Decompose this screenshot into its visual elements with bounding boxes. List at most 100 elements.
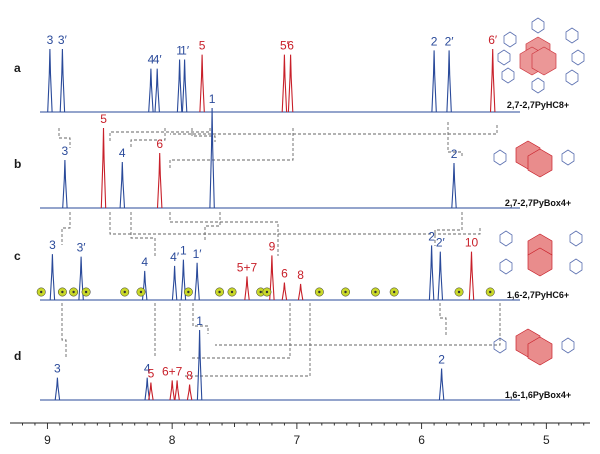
peak-c-5: [194, 262, 200, 301]
peak-label: 2: [428, 229, 435, 243]
peak-d-7: [438, 368, 445, 401]
pyridinium-ring-icon: [561, 149, 575, 166]
peak-a-1: [59, 48, 66, 113]
peak-label: 6: [281, 267, 288, 281]
pyridinium-ring-icon: [499, 230, 513, 247]
pyridinium-ring-icon: [565, 27, 579, 44]
peak-label: 6: [287, 39, 294, 53]
peak-b-5: [451, 162, 457, 209]
connector-a-b-2: [447, 122, 463, 158]
peak-label: 5: [148, 367, 155, 381]
peak-c-11: [437, 251, 444, 301]
connector-a-b-5: [109, 128, 211, 142]
impurity-marker-dot: [72, 290, 75, 294]
impurity-marker-dot: [123, 290, 126, 294]
peak-label: 6′: [488, 33, 498, 47]
peak-c-10: [428, 245, 435, 301]
peak-label: 5: [100, 112, 107, 126]
connector-c-d-1: [192, 303, 209, 334]
peak-a-2: [148, 68, 154, 113]
connector-c-d-9: [190, 303, 291, 359]
impurity-marker-dot: [392, 290, 396, 294]
peak-c-1: [78, 256, 84, 301]
spectrum-c: c 3 3′ 4 4′ 1 1′ 5+7 96 8 2 2′ 10 1,6-2,7PyHC6+: [14, 229, 569, 301]
peak-label: 6: [156, 137, 163, 151]
peak-label: 3: [49, 238, 56, 252]
compound-name: 1,6-1,6PyBox4+: [505, 390, 571, 400]
peak-label: 4: [119, 146, 126, 160]
peak-d-4: [174, 380, 180, 401]
peak-label: 4: [144, 362, 151, 376]
peak-a-0: [47, 48, 53, 113]
compound-name: 2,7-2,7PyHC8+: [507, 100, 569, 110]
peak-a-9: [431, 50, 437, 113]
peak-a-4: [176, 59, 183, 113]
hexabenzocoronene-core-icon: [527, 336, 553, 366]
peak-c-7: [269, 255, 275, 301]
pyridinium-ring-icon: [531, 17, 545, 34]
pyridinium-ring-icon: [493, 337, 507, 354]
pyridinium-ring-icon: [497, 49, 511, 66]
peak-label: 5+7: [237, 260, 258, 274]
peak-c-2: [141, 270, 148, 301]
x-tick-label: 5: [543, 433, 550, 447]
connector-b-c-5: [109, 212, 481, 235]
impurity-marker-dot: [139, 290, 143, 294]
pyridinium-ring-icon: [561, 337, 575, 354]
peak-label: 3: [54, 362, 61, 376]
pyridinium-ring-icon: [499, 258, 513, 275]
x-tick-label: 8: [169, 433, 176, 447]
connector-c-d-3: [61, 303, 67, 358]
peak-b-2: [119, 161, 126, 209]
pyridinium-ring-icon: [503, 31, 517, 48]
connector-c-d-10: [215, 303, 501, 346]
peak-label: 8: [297, 268, 304, 282]
spectra-layer: a3 3′44′11′ 5 5′6 2 2′ 6′2,7-2,7PyHC8+b3546122…: [14, 33, 571, 401]
impurity-marker-dot: [374, 290, 377, 294]
peak-c-12: [468, 251, 475, 301]
impurity-marker-dot: [218, 290, 221, 294]
x-axis: 9 8 7 6 5: [10, 422, 590, 447]
peak-a-10: [446, 50, 452, 113]
x-tick-label: 7: [294, 433, 301, 447]
compound-name: 2,7-2,7PyBox4+: [505, 198, 571, 208]
structure-a: [497, 17, 585, 94]
impurity-marker-dot: [457, 290, 461, 294]
connector-a-b-6p: [170, 125, 498, 135]
x-axis-ticks: 9 8 7 6 5: [22, 423, 585, 447]
peak-c-0: [49, 254, 56, 301]
peak-label: 1: [176, 44, 183, 58]
peak-a-5: [181, 59, 188, 113]
peak-b-1: [100, 127, 107, 209]
peak-label: 5: [199, 39, 206, 53]
peak-a-3: [154, 68, 160, 113]
structure-d: [493, 328, 575, 366]
structure-b: [493, 140, 575, 178]
peak-label: 6+7: [162, 364, 183, 378]
pyridinium-ring-icon: [565, 69, 579, 86]
pyridinium-ring-icon: [531, 77, 545, 94]
connector-b-c-3: [61, 212, 71, 245]
pyridinium-ring-icon: [569, 230, 583, 247]
peak-label: 4′: [170, 250, 180, 264]
x-tick-label: 6: [418, 433, 425, 447]
spectrum-b: b 3 5 4 6 1 2 2,7-2,7PyBox4+: [14, 92, 571, 209]
pyridinium-ring-icon: [493, 149, 507, 166]
peak-a-11: [489, 48, 496, 113]
peak-label: 2: [431, 34, 438, 48]
connector-a-b-4: [130, 128, 166, 148]
connector-b-c-4: [130, 212, 156, 256]
spectrum-a: a3 3′44′11′ 5 5′6 2 2′ 6′2,7-2,7PyHC8+: [14, 33, 569, 113]
impurity-marker-dot: [344, 290, 347, 294]
impurity-marker-dot: [39, 290, 43, 294]
peak-label: 2′: [445, 34, 455, 48]
connector-a-b-6: [169, 128, 294, 168]
peak-d-3: [169, 380, 175, 401]
spectrum-label: d: [14, 349, 21, 363]
peak-a-7: [281, 54, 288, 113]
pyridinium-ring-icon: [569, 258, 583, 275]
peak-label: 2′: [436, 236, 446, 250]
peak-d-6: [196, 329, 203, 401]
peak-a-8: [287, 54, 294, 113]
